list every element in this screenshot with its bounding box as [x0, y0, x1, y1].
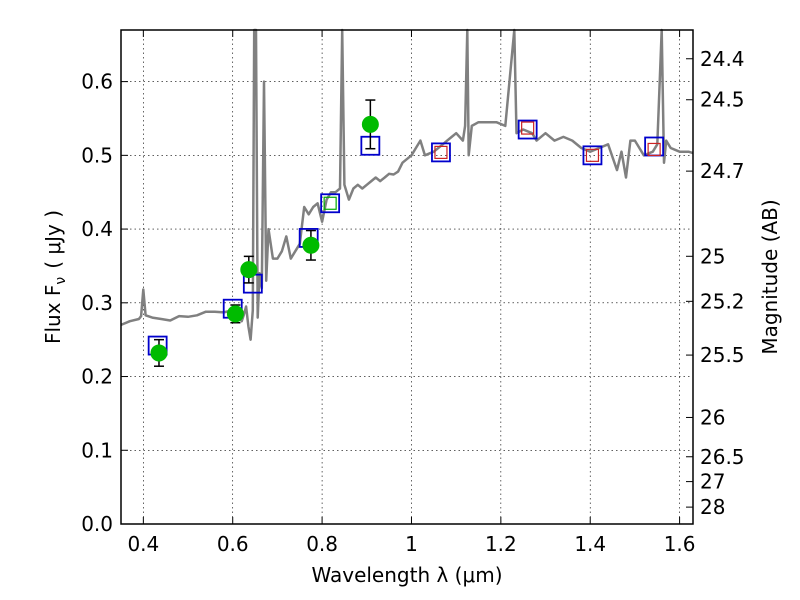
y-axis-label-sub: ν: [53, 277, 69, 285]
magnitude-tick-label: 26.5: [700, 445, 745, 469]
magnitude-tick-label: 28: [700, 495, 725, 519]
inner-marker-square: [434, 145, 448, 159]
y-axis-label-text: Flux F: [41, 285, 65, 344]
x-axis-label: Wavelength λ (μm): [311, 563, 502, 587]
magnitude-tick-label: 24.4: [700, 47, 745, 71]
ticks: 0.4 0.6 0.8 1 1.2 1.4 1.6 0.0 0.1 0.2 0.3 0.4 0.5 0.6…: [81, 30, 745, 556]
y-tick-label: 0.0: [81, 512, 113, 536]
magnitude-tick-label: 24.7: [700, 159, 745, 183]
model-spectrum-line: [120, 28, 694, 341]
x-tick-label: 0.4: [127, 532, 159, 556]
axis-labels: Wavelength λ (μm) Flux Fν ( μJy ) Magnitu…: [41, 199, 782, 587]
observed-photometry-point: [302, 236, 320, 254]
inner-marker-square: [323, 196, 337, 210]
model-photometry-square: [431, 142, 451, 163]
y-tick-label: 0.6: [81, 70, 113, 94]
x-tick-label: 0.6: [217, 532, 249, 556]
grid: [121, 30, 693, 525]
y-axis-label-units: ( μJy ): [41, 210, 65, 269]
observed-photometry-point: [240, 261, 258, 279]
inner-marker-square: [647, 142, 661, 157]
x-tick-label: 1.2: [485, 532, 517, 556]
observed-photometry-point: [226, 305, 244, 323]
magnitude-tick-label: 25.2: [700, 289, 745, 313]
y-tick-label: 0.5: [81, 143, 113, 167]
x-tick-label: 1: [405, 532, 418, 556]
magnitude-tick-label: 27: [700, 470, 725, 494]
y-tick-label: 0.1: [81, 438, 113, 462]
x-tick-label: 0.8: [306, 532, 338, 556]
y-tick-label: 0.4: [81, 217, 113, 241]
model-photometry-square: [320, 193, 341, 214]
magnitude-tick-label: 26: [700, 405, 725, 429]
y-tick-label: 0.3: [81, 291, 113, 315]
magnitude-tick-label: 25.5: [700, 343, 745, 367]
y-axis-label: Flux Fν ( μJy ): [41, 210, 69, 344]
x-tick-label: 1.6: [664, 532, 696, 556]
spectrum-layer: [120, 28, 694, 341]
inner-marker-square: [585, 148, 600, 162]
observed-photometry-layer: [150, 99, 379, 367]
magnitude-tick-label: 24.5: [700, 88, 745, 112]
magnitude-axis-label: Magnitude (AB): [758, 199, 782, 354]
inner-marker-square: [521, 121, 535, 135]
model-photometry-layer: [147, 119, 665, 356]
observed-photometry-point: [150, 344, 168, 362]
y-tick-label: 0.2: [81, 365, 113, 389]
observed-photometry-point: [361, 115, 379, 133]
model-photometry-square: [582, 145, 603, 166]
x-tick-label: 1.4: [574, 532, 606, 556]
magnitude-tick-label: 25: [700, 244, 725, 268]
model-photometry-square: [517, 119, 538, 140]
plot-frame: [120, 29, 694, 525]
